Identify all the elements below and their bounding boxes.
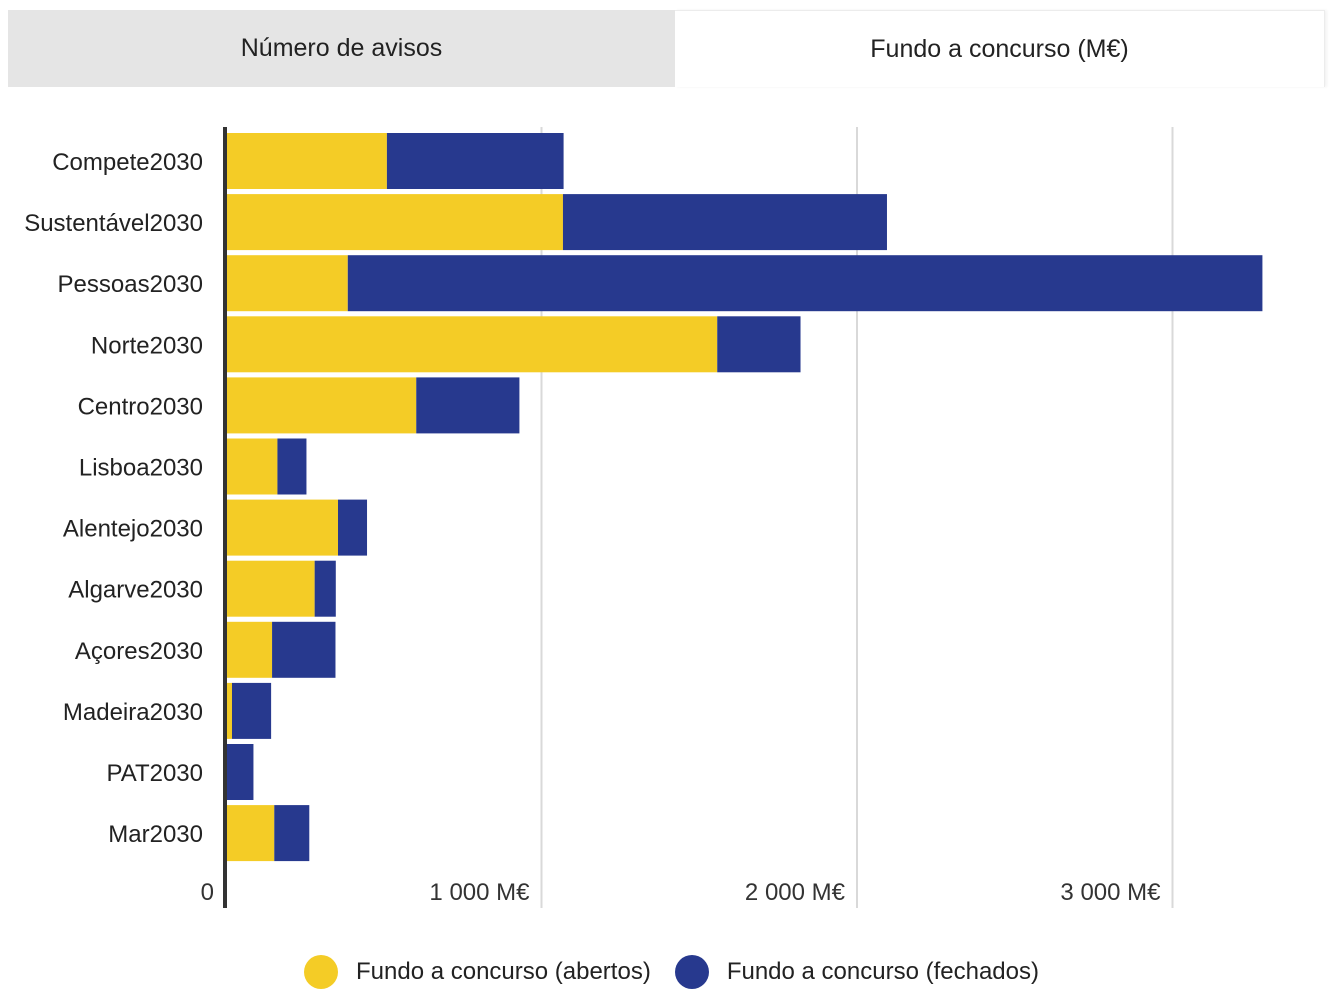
bar-abertos-6: [226, 499, 339, 556]
bar-fechados-10: [226, 744, 254, 800]
category-label-5: Lisboa2030: [79, 455, 203, 482]
category-label-4: Centro2030: [78, 393, 203, 420]
bar-fechados-8: [272, 621, 336, 678]
x-tick-label-2: 2 000 M€: [745, 879, 846, 906]
bar-abertos-8: [226, 621, 273, 678]
x-tick-label-0: 0: [201, 879, 214, 906]
legend-swatch-abertos: [303, 955, 338, 989]
x-tick-label-1: 1 000 M€: [429, 879, 530, 906]
bar-fechados-2: [347, 255, 1263, 312]
bar-fechados-6: [338, 499, 368, 556]
bar-fechados-3: [717, 316, 801, 373]
x-tick-label-3: 3 000 M€: [1060, 879, 1161, 906]
category-label-9: Madeira2030: [63, 699, 203, 726]
category-label-3: Norte2030: [91, 332, 203, 359]
bar-fechados-1: [562, 194, 887, 251]
bar-abertos-11: [226, 805, 275, 862]
bar-abertos-1: [226, 194, 563, 251]
category-label-11: Mar2030: [108, 821, 203, 848]
legend-item-abertos[interactable]: Fundo a concurso (abertos): [303, 955, 651, 989]
category-label-0: Compete2030: [52, 149, 203, 176]
category-label-8: Açores2030: [75, 638, 203, 665]
legend-swatch-fechados: [674, 955, 709, 989]
bar-abertos-0: [226, 133, 387, 189]
bar-fechados-9: [231, 682, 272, 739]
bar-fechados-7: [314, 560, 336, 617]
bar-abertos-2: [226, 255, 348, 312]
tab-bar: Número de avisos Fundo a concurso (M€): [8, 10, 1325, 87]
bar-fechados-4: [416, 377, 520, 434]
stacked-bar-chart: Compete2030 Sustentável2030 Pessoas2030 Nor…: [24, 127, 1263, 908]
legend-label-abertos: Fundo a concurso (abertos): [355, 958, 651, 985]
bar-abertos-5: [226, 438, 278, 495]
bar-fechados-11: [274, 805, 310, 862]
category-label-7: Algarve2030: [68, 577, 203, 604]
category-label-6: Alentejo2030: [63, 516, 203, 543]
bar-abertos-4: [226, 377, 417, 434]
category-label-2: Pessoas2030: [58, 271, 203, 298]
tab-fundo-a-concurso[interactable]: Fundo a concurso (M€): [675, 10, 1325, 87]
tab-numero-de-avisos[interactable]: Número de avisos: [8, 10, 675, 87]
legend-label-fechados: Fundo a concurso (fechados): [726, 958, 1039, 985]
category-label-1: Sustentável2030: [24, 210, 203, 237]
chart-legend: Fundo a concurso (abertos) Fundo a concu…: [0, 952, 1343, 992]
bar-fechados-0: [386, 133, 564, 189]
bar-abertos-7: [226, 560, 315, 617]
legend-item-fechados[interactable]: Fundo a concurso (fechados): [674, 955, 1039, 989]
bar-fechados-5: [277, 438, 307, 495]
bar-abertos-3: [226, 316, 718, 373]
bar-abertos-9: [226, 682, 232, 739]
category-label-10: PAT2030: [106, 760, 203, 787]
